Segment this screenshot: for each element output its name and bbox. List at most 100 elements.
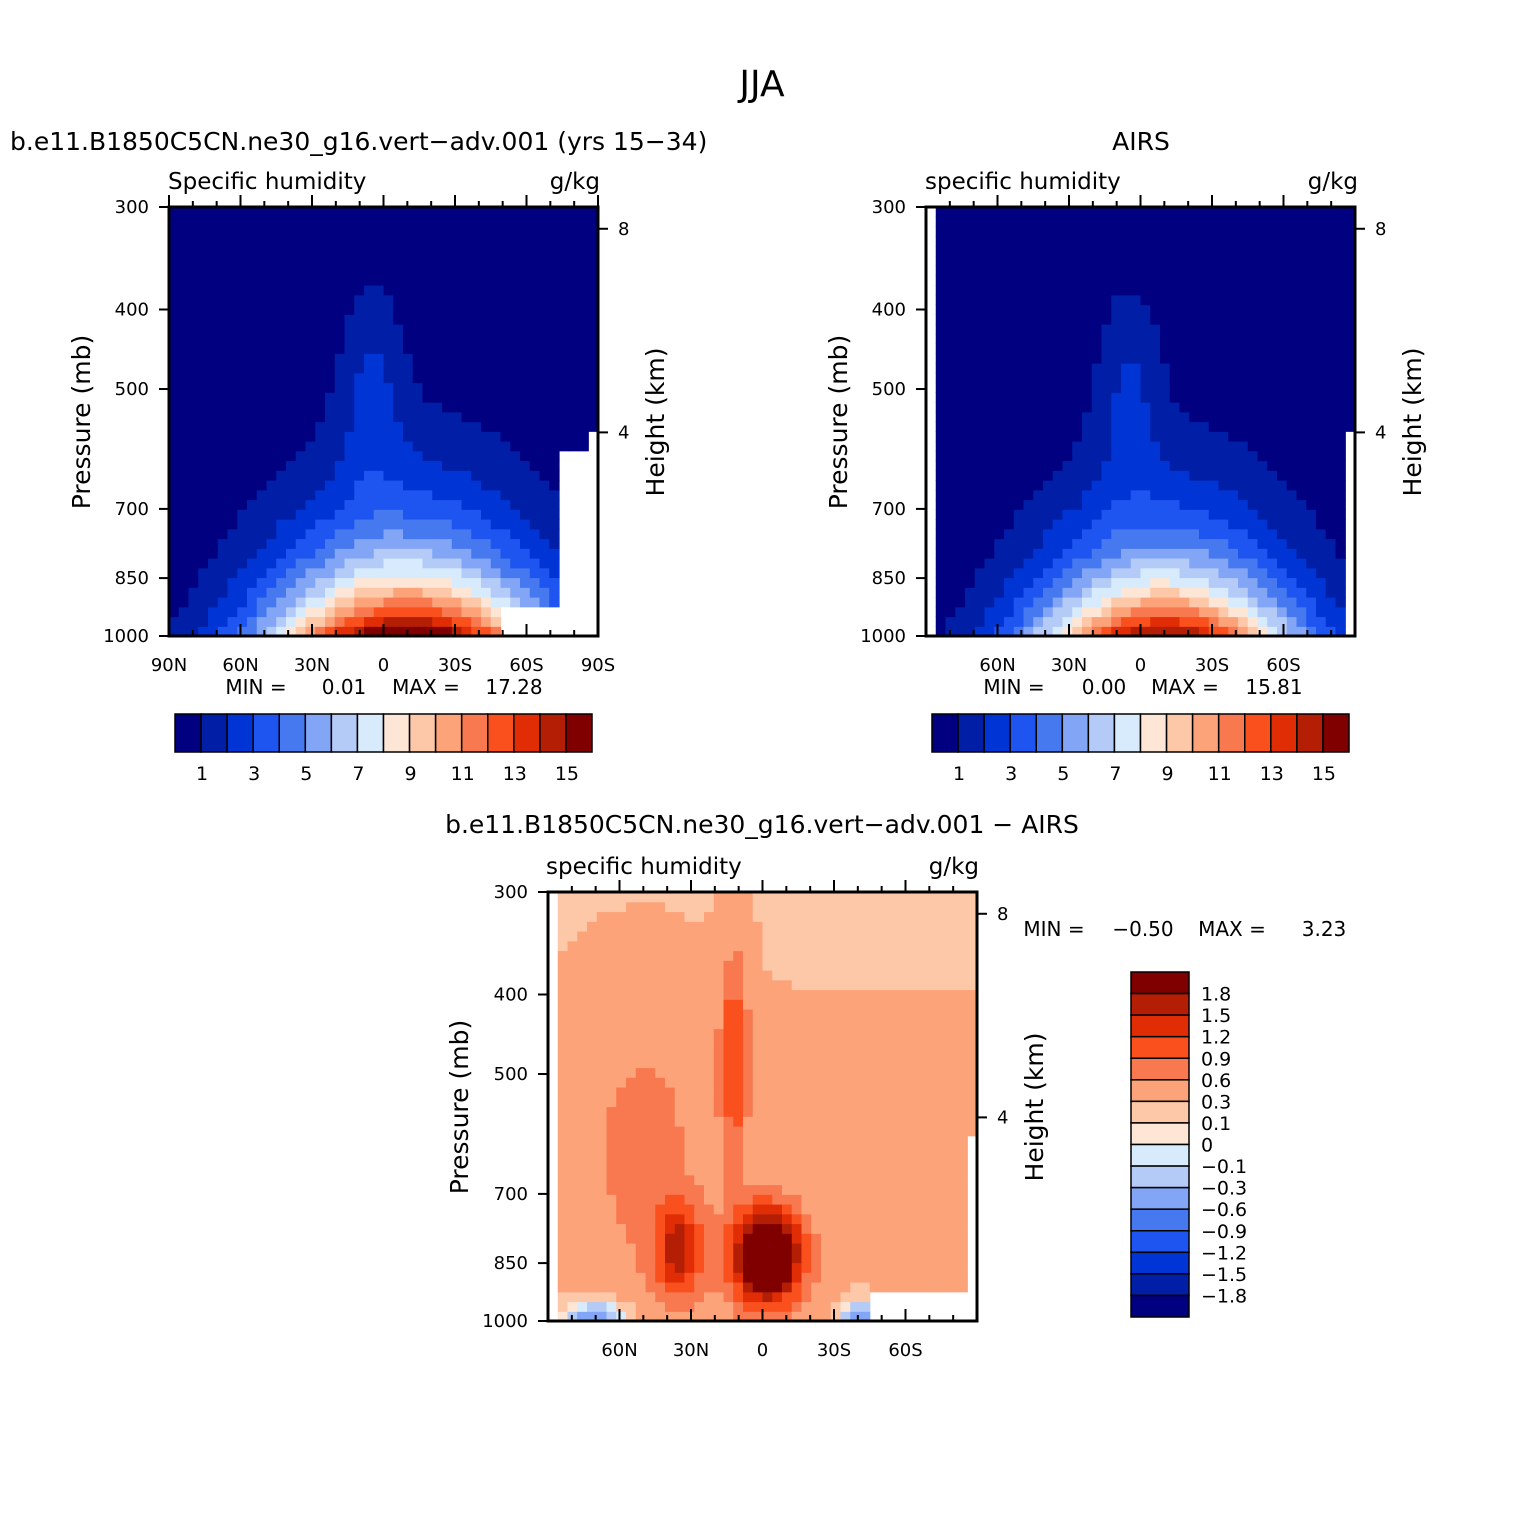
panel-diff-cell xyxy=(714,1214,724,1224)
panel-airs-cell xyxy=(1267,256,1277,266)
panel-diff-cell xyxy=(685,960,695,970)
panel-airs-cell xyxy=(1150,363,1160,373)
panel-model-cell xyxy=(549,412,559,422)
panel-model-cell xyxy=(306,353,316,363)
panel-airs-cell xyxy=(936,529,946,539)
panel-model-cell xyxy=(520,305,530,315)
panel-model-cell xyxy=(374,305,384,315)
panel-model-cell xyxy=(530,324,540,334)
panel-model-cell xyxy=(520,324,530,334)
panel-model-cell xyxy=(462,587,472,597)
panel-model-cell xyxy=(198,529,208,539)
panel-model-cell xyxy=(237,334,247,344)
panel-model-cell xyxy=(452,519,462,529)
panel-airs-cell xyxy=(1316,461,1326,471)
panel-model-cell xyxy=(413,539,423,549)
panel-airs-cell xyxy=(1199,246,1209,256)
panel-model-cell xyxy=(286,392,296,402)
panel-airs-cell xyxy=(1111,539,1121,549)
panel-diff-cell xyxy=(782,1077,792,1087)
panel-airs-cell xyxy=(946,607,956,617)
panel-airs-cell xyxy=(985,363,995,373)
panel-model-cell xyxy=(442,246,452,256)
panel-model-cell xyxy=(364,402,374,412)
panel-model-cell xyxy=(442,431,452,441)
panel-model-cell xyxy=(393,392,403,402)
panel-model-cell xyxy=(189,597,199,607)
panel-airs-cell xyxy=(1189,314,1199,324)
panel-model-cell xyxy=(276,236,286,246)
panel-airs-cell xyxy=(1170,217,1180,227)
panel-airs-cell xyxy=(1297,383,1307,393)
panel-airs-cell xyxy=(1024,607,1034,617)
panel-diff-cell xyxy=(587,970,597,980)
panel-airs-cell xyxy=(1043,539,1053,549)
panel-diff-cell xyxy=(782,970,792,980)
panel-model-cell xyxy=(364,568,374,578)
panel-model-cell xyxy=(179,509,189,519)
panel-diff-title: b.e11.B1850C5CN.ne30_g16.vert−adv.001 − … xyxy=(445,810,1079,839)
panel-model-cell xyxy=(228,558,238,568)
panel-model-cell xyxy=(491,490,501,500)
panel-model-cell xyxy=(540,207,550,217)
panel-model-cell xyxy=(403,451,413,461)
panel-airs-cell xyxy=(1170,314,1180,324)
panel-diff-cell xyxy=(782,912,792,922)
panel-model-cell xyxy=(179,334,189,344)
panel-model-cell xyxy=(228,441,238,451)
panel-model-cell xyxy=(432,480,442,490)
panel-airs-cell xyxy=(1180,227,1190,237)
panel-model-cell xyxy=(198,363,208,373)
panel-airs-cell xyxy=(1150,461,1160,471)
panel-model-cell xyxy=(393,207,403,217)
panel-model-cell xyxy=(530,509,540,519)
panel-model-cell xyxy=(335,285,345,295)
panel-airs-cell xyxy=(1004,402,1014,412)
panel-airs-cell xyxy=(936,246,946,256)
panel-model-cell xyxy=(540,500,550,510)
panel-model-cell xyxy=(267,373,277,383)
panel-model-cell xyxy=(403,275,413,285)
panel-model-cell xyxy=(257,529,267,539)
panel-model-cell xyxy=(471,246,481,256)
panel-diff-cell xyxy=(636,1048,646,1058)
panel-model-cell xyxy=(198,480,208,490)
panel-model-cell xyxy=(179,548,189,558)
panel-airs-cell xyxy=(985,373,995,383)
panel-airs-cell xyxy=(1267,470,1277,480)
panel-airs-cell xyxy=(1004,451,1014,461)
panel-airs-cell xyxy=(1072,617,1082,627)
panel-airs-cell xyxy=(1004,344,1014,354)
panel-airs-cell xyxy=(1014,568,1024,578)
panel-model-cell xyxy=(579,227,589,237)
panel-airs-cell xyxy=(1160,480,1170,490)
panel-diff-cell xyxy=(753,1058,763,1068)
panel-model-cell xyxy=(403,587,413,597)
panel-airs-cell xyxy=(1180,353,1190,363)
panel-diff-cell xyxy=(685,1087,695,1097)
panel-airs-cell xyxy=(1043,285,1053,295)
panel-airs-cell xyxy=(1082,539,1092,549)
panel-airs-cell xyxy=(1189,363,1199,373)
panel-diff-cell xyxy=(665,1253,675,1263)
panel-airs-cell xyxy=(1326,392,1336,402)
panel-model-x-tick-label: 30S xyxy=(438,655,472,676)
panel-airs-cell xyxy=(1004,578,1014,588)
panel-diff-cell xyxy=(577,1302,587,1312)
panel-airs-cell xyxy=(1306,246,1316,256)
panel-airs-cell xyxy=(985,451,995,461)
panel-model-cell xyxy=(442,422,452,432)
panel-airs-cell xyxy=(965,305,975,315)
panel-model-cell xyxy=(432,597,442,607)
panel-airs-cell xyxy=(1160,363,1170,373)
panel-airs-cell xyxy=(1287,422,1297,432)
panel-airs-cell xyxy=(1014,500,1024,510)
panel-model-cell xyxy=(540,402,550,412)
panel-model-cell xyxy=(520,451,530,461)
panel-diff-cell xyxy=(763,1165,773,1175)
panel-model-cell xyxy=(403,402,413,412)
panel-model-units: g/kg xyxy=(550,169,600,195)
panel-model-cell xyxy=(354,227,364,237)
panel-airs-cell xyxy=(985,353,995,363)
panel-model-cell xyxy=(325,344,335,354)
